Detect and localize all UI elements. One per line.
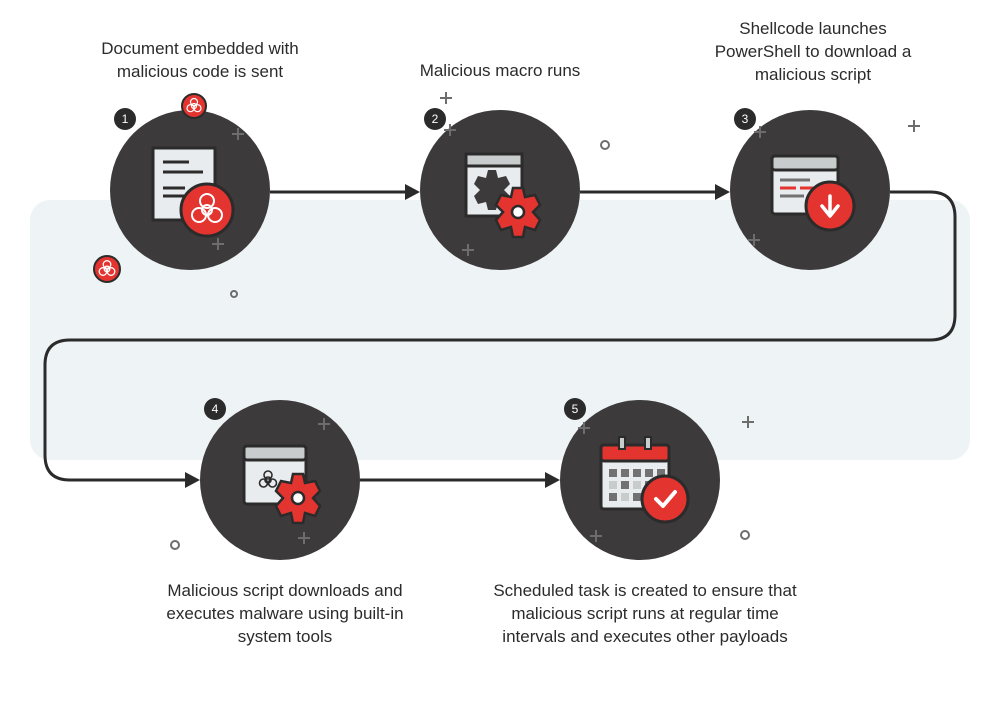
step-badge: 3 bbox=[734, 108, 756, 130]
powershell-download-icon bbox=[760, 140, 860, 240]
macro-gear-icon bbox=[450, 140, 550, 240]
deco-plus bbox=[440, 92, 452, 104]
step-1: 1 bbox=[110, 110, 270, 270]
step-badge: 1 bbox=[114, 108, 136, 130]
doc-biohazard-icon bbox=[145, 140, 235, 240]
step-5-caption: Scheduled task is created to ensure that… bbox=[480, 580, 810, 649]
step-3: 3 bbox=[730, 110, 890, 270]
biohazard-small-icon bbox=[180, 92, 208, 120]
step-4: 4 bbox=[200, 400, 360, 560]
step-5: 5 bbox=[560, 400, 720, 560]
step-2-caption: Malicious macro runs bbox=[400, 60, 600, 83]
step-badge: 2 bbox=[424, 108, 446, 130]
step-4-caption: Malicious script downloads andexecutes m… bbox=[150, 580, 420, 649]
step-2: 2 bbox=[420, 110, 580, 270]
deco-ring bbox=[230, 290, 238, 298]
step-badge: 5 bbox=[564, 398, 586, 420]
deco-plus bbox=[742, 416, 754, 428]
deco-ring bbox=[600, 140, 610, 150]
deco-ring bbox=[740, 530, 750, 540]
step-1-caption: Document embedded withmalicious code is … bbox=[80, 38, 320, 84]
malware-exec-icon bbox=[230, 430, 330, 530]
step-badge: 4 bbox=[204, 398, 226, 420]
scheduled-task-icon bbox=[585, 425, 695, 535]
biohazard-small-icon bbox=[92, 254, 122, 284]
step-3-caption: Shellcode launchesPowerShell to download… bbox=[688, 18, 938, 87]
deco-plus bbox=[908, 120, 920, 132]
deco-ring bbox=[170, 540, 180, 550]
